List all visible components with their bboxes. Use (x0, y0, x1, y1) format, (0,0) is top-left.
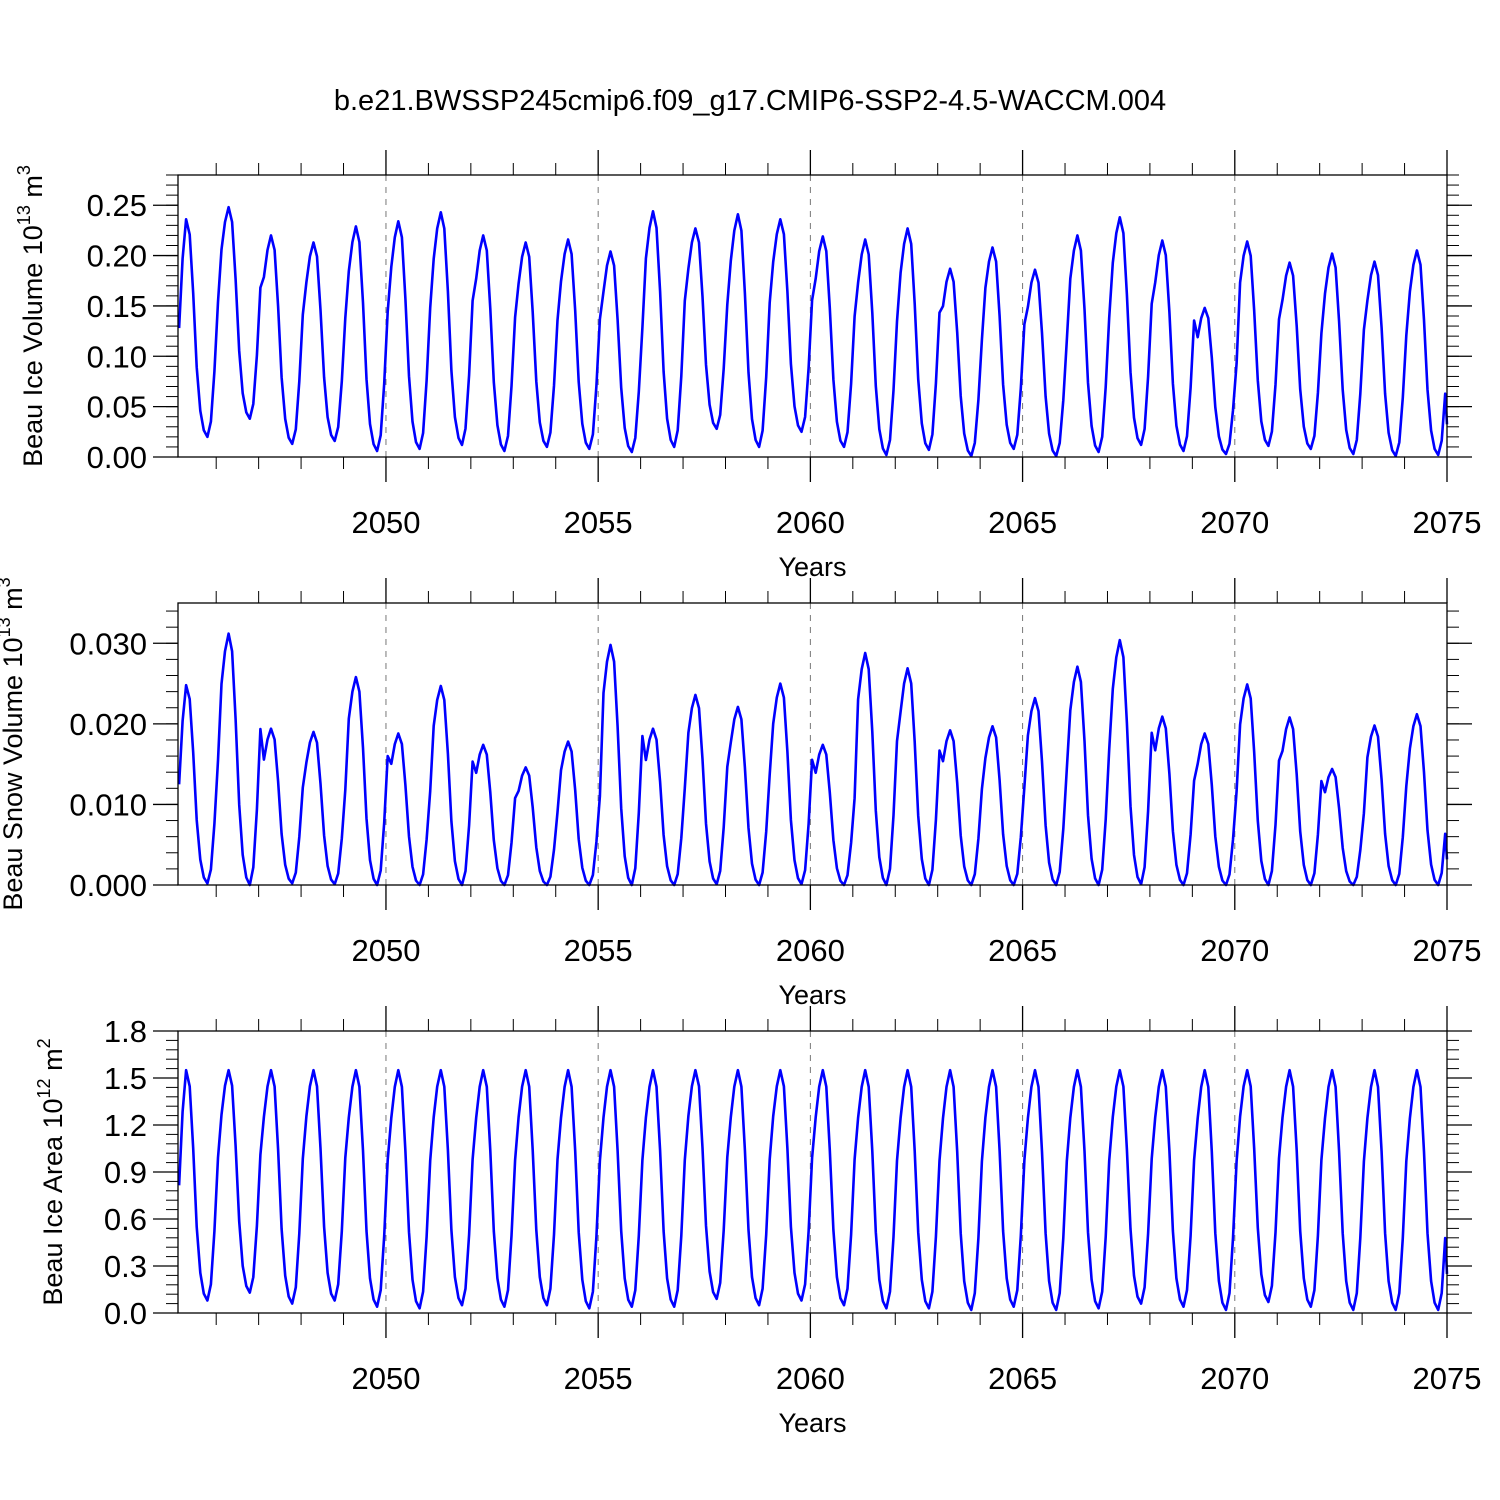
x-tick-label: 2070 (1200, 1361, 1269, 1396)
x-axis-label: Years (778, 1408, 846, 1438)
y-axis-label-unit: m (38, 1048, 68, 1078)
figure-title: b.e21.BWSSP245cmip6.f09_g17.CMIP6-SSP2-4… (334, 85, 1166, 117)
y-axis-label-exponent: 12 (34, 1078, 54, 1098)
x-axis-label: Years (778, 980, 846, 1010)
x-axis-label: Years (778, 552, 846, 582)
y-tick-label: 0.10 (87, 339, 147, 374)
series-line-beau-snow-volume (177, 632, 1449, 887)
y-axis-label-unit-exponent: 3 (14, 165, 34, 175)
x-tick-label: 2060 (776, 933, 845, 968)
y-tick-label: 0.010 (69, 787, 147, 822)
x-tick-label: 2075 (1413, 1361, 1482, 1396)
y-tick-label: 0.020 (69, 707, 147, 742)
x-tick-label: 2050 (351, 933, 420, 968)
y-axis-label-unit: m (0, 587, 28, 617)
y-tick-label: 0.25 (87, 188, 147, 223)
chart-panel-2: 0.000 0.010 0.020 0.030 2050 2055 2060 2065 2070… (0, 577, 1481, 1010)
y-axis-label-main: Beau Snow Volume 10 (0, 637, 28, 910)
y-axis-label-exponent: 13 (0, 617, 14, 637)
y-tick-label: 0.0 (104, 1296, 147, 1331)
y-tick-label: 1.8 (104, 1014, 147, 1049)
chart-panel-1: 0.00 0.05 0.10 0.15 0.20 0.25 2050 2055 2060 2065… (14, 150, 1481, 582)
x-tick-label: 2055 (564, 505, 633, 540)
y-tick-label: 0.030 (69, 626, 147, 661)
x-tick-label: 2065 (988, 933, 1057, 968)
x-tick-label: 2055 (564, 933, 633, 968)
y-axis-label: Beau Ice Area 1012 m2 (34, 1038, 68, 1305)
y-tick-label: 0.15 (87, 289, 147, 324)
y-tick-label: 0.6 (104, 1202, 147, 1237)
y-axis-label-main: Beau Ice Area 10 (38, 1098, 68, 1305)
x-tick-label: 2070 (1200, 505, 1269, 540)
y-tick-label: 0.05 (87, 390, 147, 425)
chart-panel-3: 0.0 0.3 0.6 0.9 1.2 1.5 1.8 2050 2055 2060 2065 207… (34, 1006, 1481, 1438)
x-tick-label: 2070 (1200, 933, 1269, 968)
series-line-beau-ice-volume (177, 205, 1449, 458)
x-tick-label: 2065 (988, 1361, 1057, 1396)
x-tick-label: 2065 (988, 505, 1057, 540)
y-tick-label: 0.9 (104, 1155, 147, 1190)
y-tick-label: 1.2 (104, 1108, 147, 1143)
y-tick-label: 0.00 (87, 440, 147, 475)
y-tick-label: 0.3 (104, 1249, 147, 1284)
y-axis-label-main: Beau Ice Volume 10 (18, 225, 48, 467)
x-tick-label: 2075 (1413, 505, 1482, 540)
y-axis-label-unit-exponent: 2 (34, 1038, 54, 1048)
x-tick-label: 2050 (351, 505, 420, 540)
x-tick-label: 2055 (564, 1361, 633, 1396)
y-tick-label: 0.20 (87, 239, 147, 274)
x-tick-label: 2060 (776, 1361, 845, 1396)
plot-frame (177, 602, 1448, 886)
series-line-beau-ice-area (177, 1068, 1449, 1312)
y-axis-label-unit: m (18, 175, 48, 205)
x-tick-label: 2060 (776, 505, 845, 540)
y-axis-label: Beau Snow Volume 1013 m3 (0, 577, 28, 910)
x-tick-label: 2050 (351, 1361, 420, 1396)
y-tick-label: 1.5 (104, 1061, 147, 1096)
y-axis-label-unit-exponent: 3 (0, 577, 14, 587)
x-tick-label: 2075 (1413, 933, 1482, 968)
y-axis-label: Beau Ice Volume 1013 m3 (14, 165, 48, 467)
y-tick-label: 0.000 (69, 868, 147, 903)
y-axis-label-exponent: 13 (14, 205, 34, 225)
